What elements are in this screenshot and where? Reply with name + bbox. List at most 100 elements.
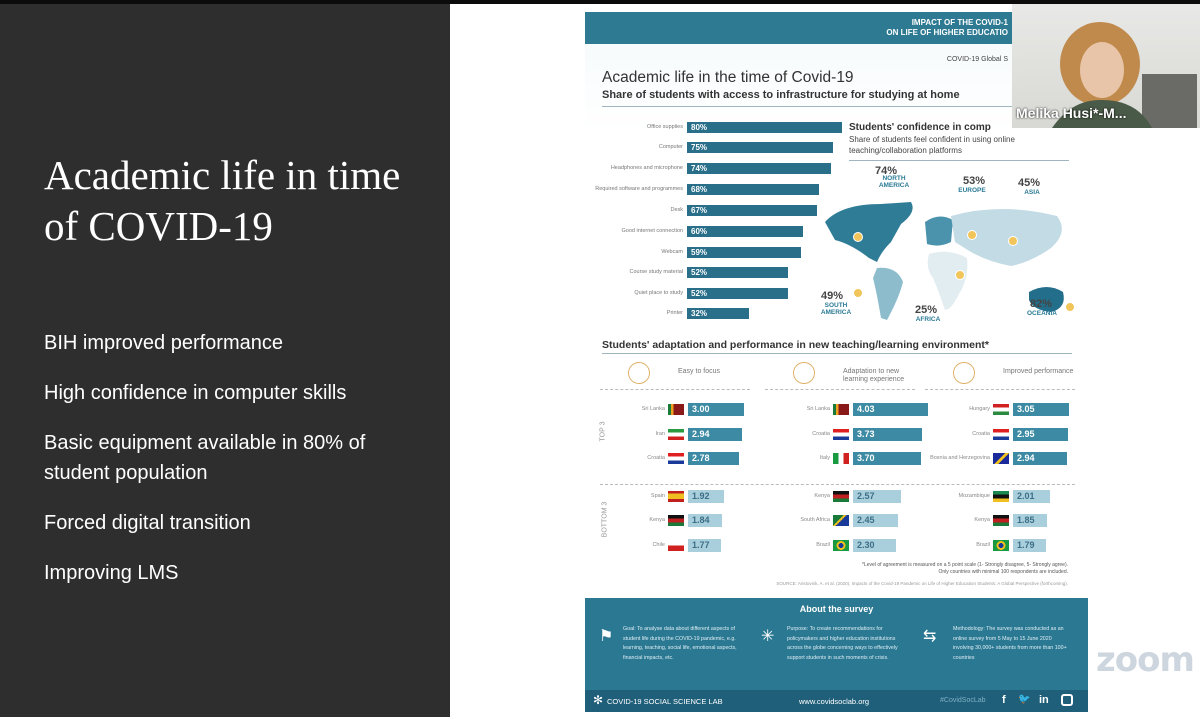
header-line: ON LIFE OF HIGHER EDUCATIO	[886, 28, 1008, 37]
region-name: ASIA	[1024, 189, 1040, 196]
region-name: AFRICA	[915, 316, 941, 323]
bullet: Basic equipment available in 80% of stud…	[44, 432, 366, 484]
slide-title: Academic life in time of COVID-19	[44, 152, 401, 249]
region-pct: 25%	[915, 304, 938, 316]
bar-label: Computer	[658, 144, 683, 150]
column-title: Improved performance	[1003, 368, 1074, 375]
region-name: SOUTH AMERICA	[820, 302, 852, 316]
bar: 80%	[687, 122, 843, 133]
column-title: Easy to focus	[678, 368, 721, 375]
country-name: South Africa	[800, 517, 830, 523]
bar-label: Required software and programmes	[595, 186, 683, 192]
country-name: Sri Lanka	[641, 406, 665, 412]
region-pct: 74%	[875, 165, 898, 177]
infographic-footer: ✻ COVID-19 SOCIAL SCIENCE LAB www.covids…	[585, 690, 1088, 712]
score-bar: 2.78	[688, 452, 740, 465]
country-name: Chile	[652, 542, 665, 548]
score-bar: 2.57	[853, 490, 901, 503]
country-flag-icon	[993, 429, 1009, 440]
region-name: EUROPE	[958, 187, 986, 194]
country-flag-icon	[668, 491, 684, 502]
confidence-title: Students' confidence in comp	[849, 122, 991, 133]
region-rank-pin	[955, 270, 965, 280]
about-purpose: Purpose: To create recommendations for p…	[787, 626, 898, 661]
south-america-shape	[873, 267, 903, 320]
score-bar: 1.92	[688, 490, 724, 503]
country-name: Kenya	[814, 493, 830, 499]
bullet: BIH improved performance	[44, 332, 283, 354]
participant-video	[1052, 22, 1197, 128]
bar-label: Good internet connection	[621, 228, 683, 234]
bar: 68%	[687, 184, 819, 195]
country-name: Spain	[650, 493, 665, 499]
bar: 32%	[687, 308, 750, 319]
bar-label: Quiet place to study	[634, 290, 683, 296]
score-bar: 1.77	[688, 539, 721, 552]
score-bar: 3.73	[853, 428, 922, 441]
country-flag-icon	[993, 515, 1009, 526]
north-america-shape	[825, 202, 913, 262]
bar-label: Office supplies	[647, 124, 683, 130]
infographic: IMPACT OF THE COVID-1 ON LIFE OF HIGHER …	[585, 12, 1088, 712]
source-note: SOURCE: Aristovnik, A. et al. (2020). Im…	[776, 581, 1068, 586]
country-flag-icon	[833, 515, 849, 526]
world-map	[825, 202, 1064, 320]
country-flag-icon	[993, 491, 1009, 502]
score-bar: 2.94	[1013, 452, 1068, 465]
footnote: *Level of agreement is measured on a 5 p…	[862, 562, 1068, 568]
about-survey-section: About the survey ⚑ Goal: To analyse data…	[585, 598, 1088, 690]
country-flag-icon	[833, 429, 849, 440]
region-rank-pin	[1065, 302, 1075, 312]
country-name: Sri Lanka	[806, 406, 830, 412]
region-rank-pin	[967, 230, 977, 240]
footer-brand: COVID-19 SOCIAL SCIENCE LAB	[607, 697, 723, 706]
score-bar: 1.85	[1013, 514, 1048, 527]
head-target-icon	[628, 362, 650, 384]
adaptation-title: Students' adaptation and performance in …	[602, 339, 989, 351]
bar-label: Desk	[670, 207, 683, 213]
checkered-flag-icon: ⚑	[599, 628, 614, 645]
footer-hashtag: #CovidSocLab	[940, 697, 986, 704]
country-flag-icon	[833, 491, 849, 502]
header-line: IMPACT OF THE COVID-1	[911, 18, 1008, 27]
country-name: Croatia	[972, 431, 990, 437]
divider	[600, 484, 1075, 485]
bar-label: Printer	[666, 310, 683, 316]
linkedin-icon: in	[1039, 694, 1049, 706]
region-rank-pin	[853, 288, 863, 298]
region-pct: 82%	[1030, 298, 1053, 310]
score-bar: 3.05	[1013, 403, 1070, 416]
country-name: Hungary	[969, 406, 990, 412]
zoom-watermark: zoom	[1096, 640, 1195, 680]
country-name: Croatia	[647, 455, 665, 461]
country-flag-icon	[993, 404, 1009, 415]
footnote: Only countries with minimal 100 responde…	[938, 569, 1068, 575]
africa-shape	[927, 251, 968, 310]
survey-tag: COVID-19 Global S	[946, 56, 1008, 63]
bar: 74%	[687, 163, 831, 174]
flow-icon: ⇆	[923, 628, 937, 645]
bar: 67%	[687, 205, 817, 216]
instagram-icon	[1061, 694, 1073, 706]
country-flag-icon	[668, 515, 684, 526]
about-goal: Goal: To analyse data about different as…	[623, 626, 737, 661]
score-bar: 1.79	[1013, 539, 1047, 552]
score-bar: 2.95	[1013, 428, 1068, 441]
score-bar: 3.00	[688, 403, 744, 416]
gauge-icon	[953, 362, 975, 384]
bar-label: Headphones and microphone	[610, 165, 683, 171]
footer-url: www.covidsoclab.org	[799, 697, 870, 706]
country-name: Mozambique	[958, 493, 991, 499]
bar-label: Webcam	[661, 249, 683, 255]
slide-left-panel: Academic life in time of COVID-19 BIH im…	[0, 4, 450, 717]
bullet: High confidence in computer skills	[44, 382, 347, 404]
score-bar: 2.94	[688, 428, 743, 441]
infographic-subtitle: Share of students with access to infrast…	[602, 89, 960, 101]
divider	[602, 353, 1072, 354]
country-flag-icon	[668, 540, 684, 551]
bullet: Improving LMS	[44, 562, 179, 584]
country-name: Kenya	[649, 517, 665, 523]
region-pct: 49%	[821, 290, 844, 302]
score-bar: 2.30	[853, 539, 896, 552]
participant-video-tile[interactable]: Melika Husi*-M...	[1012, 4, 1200, 128]
